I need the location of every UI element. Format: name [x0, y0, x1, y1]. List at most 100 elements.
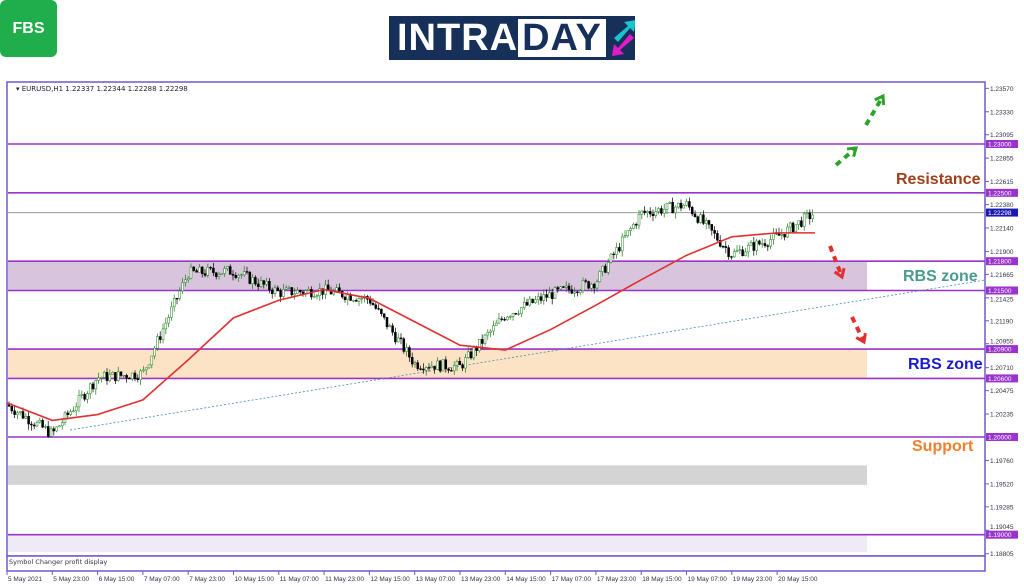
candle-body [357, 298, 361, 302]
candle-body [760, 243, 764, 245]
candle-body [102, 371, 106, 378]
candle-body [293, 293, 296, 296]
candle-body [88, 383, 92, 394]
arrows-icon [611, 20, 635, 56]
candle-body [270, 289, 274, 294]
candle-body [727, 247, 730, 257]
y-tick-label: 1.22615 [990, 179, 1014, 186]
candle-body [735, 250, 739, 252]
candle-body [525, 302, 529, 306]
candle-body [772, 232, 775, 240]
candle-body [21, 411, 25, 419]
candle-body [466, 351, 470, 358]
candle-body [402, 338, 406, 352]
resistance-label: Resistance [896, 171, 981, 188]
candle-body [419, 368, 422, 370]
candle-body [480, 338, 484, 344]
candle-body [713, 230, 716, 234]
candle-body [598, 271, 602, 282]
candle-body [307, 289, 310, 291]
candle-body [13, 410, 16, 415]
x-tick-label: 5 May 23:00 [53, 576, 89, 583]
candle-body [707, 220, 711, 225]
candle-body [738, 249, 742, 251]
level-tag [986, 140, 1018, 148]
candle-body [447, 368, 450, 371]
candle-body [301, 291, 305, 294]
up-arrow-2-head [874, 93, 886, 106]
candle-body [511, 313, 515, 317]
candle-body [220, 273, 224, 275]
y-tick-label: 1.19285 [990, 504, 1014, 511]
candle-body [100, 377, 103, 379]
candle-body [340, 291, 344, 298]
level-label: 1.23000 [988, 142, 1012, 149]
candle-body [724, 246, 728, 248]
y-tick-label: 1.19045 [990, 524, 1014, 531]
candle-body [172, 298, 176, 308]
candle-body [788, 222, 792, 228]
x-tick-label: 13 May 23:00 [461, 576, 501, 583]
rbs-zone-lower-label: RBS zone [908, 356, 983, 373]
candle-body [262, 280, 266, 285]
candle-body [660, 208, 663, 214]
candle-body [438, 360, 442, 372]
candle-body [531, 298, 534, 304]
candle-body [492, 325, 495, 332]
candle-body [41, 420, 44, 428]
candle-body [506, 316, 509, 321]
candle-body [455, 360, 459, 366]
candle-body [721, 246, 725, 248]
candle-body [676, 202, 680, 208]
x-tick-label: 7 May 07:00 [144, 576, 180, 583]
x-tick-label: 17 May 07:00 [552, 576, 592, 583]
candle-body [374, 304, 378, 309]
candle-body [808, 212, 812, 220]
candle-body [584, 280, 588, 282]
candle-body [696, 216, 700, 223]
candle-body [178, 290, 182, 299]
intraday-logo-text-a: INTRA [397, 16, 519, 59]
level-tag [986, 257, 1018, 266]
current-price-label: 1.22298 [988, 210, 1012, 217]
candle-body [97, 377, 100, 381]
candle-body [528, 298, 532, 306]
x-tick-label: 11 May 23:00 [325, 576, 364, 583]
level-label: 1.20900 [988, 347, 1012, 354]
candle-body [668, 201, 672, 204]
y-tick-label: 1.19760 [990, 458, 1014, 465]
level-tag [986, 374, 1018, 383]
candle-body [69, 411, 72, 415]
candle-body [542, 294, 546, 301]
candle-body [114, 372, 117, 382]
candle-body [556, 287, 560, 290]
candle-body [637, 213, 641, 226]
candle-body [46, 426, 50, 437]
candle-body [654, 211, 658, 217]
x-tick-label: 6 May 15:00 [99, 576, 135, 583]
candle-body [478, 338, 481, 351]
candle-body [424, 367, 428, 371]
candle-body [382, 313, 386, 318]
candle-body [186, 277, 190, 281]
x-tick-label: 11 May 07:00 [280, 576, 319, 583]
candle-body [744, 251, 747, 256]
candle-body [284, 287, 288, 290]
candle-body [139, 370, 142, 380]
candle-body [590, 283, 593, 289]
level-tag [986, 433, 1018, 442]
candle-body [335, 287, 338, 292]
candle-body [497, 318, 501, 324]
rbs-zone-upper-label: RBS zone [903, 268, 978, 285]
candle-body [811, 214, 814, 220]
candle-body [27, 415, 30, 425]
plot-frame [6, 81, 986, 557]
candle-body [217, 274, 221, 277]
x-tick-label: 18 May 15:00 [642, 576, 682, 583]
candle-body [534, 299, 537, 304]
collapse-icon[interactable]: ▾ [16, 85, 20, 93]
candle-body [489, 330, 492, 333]
candle-body [800, 220, 803, 227]
candle-body [486, 332, 490, 336]
